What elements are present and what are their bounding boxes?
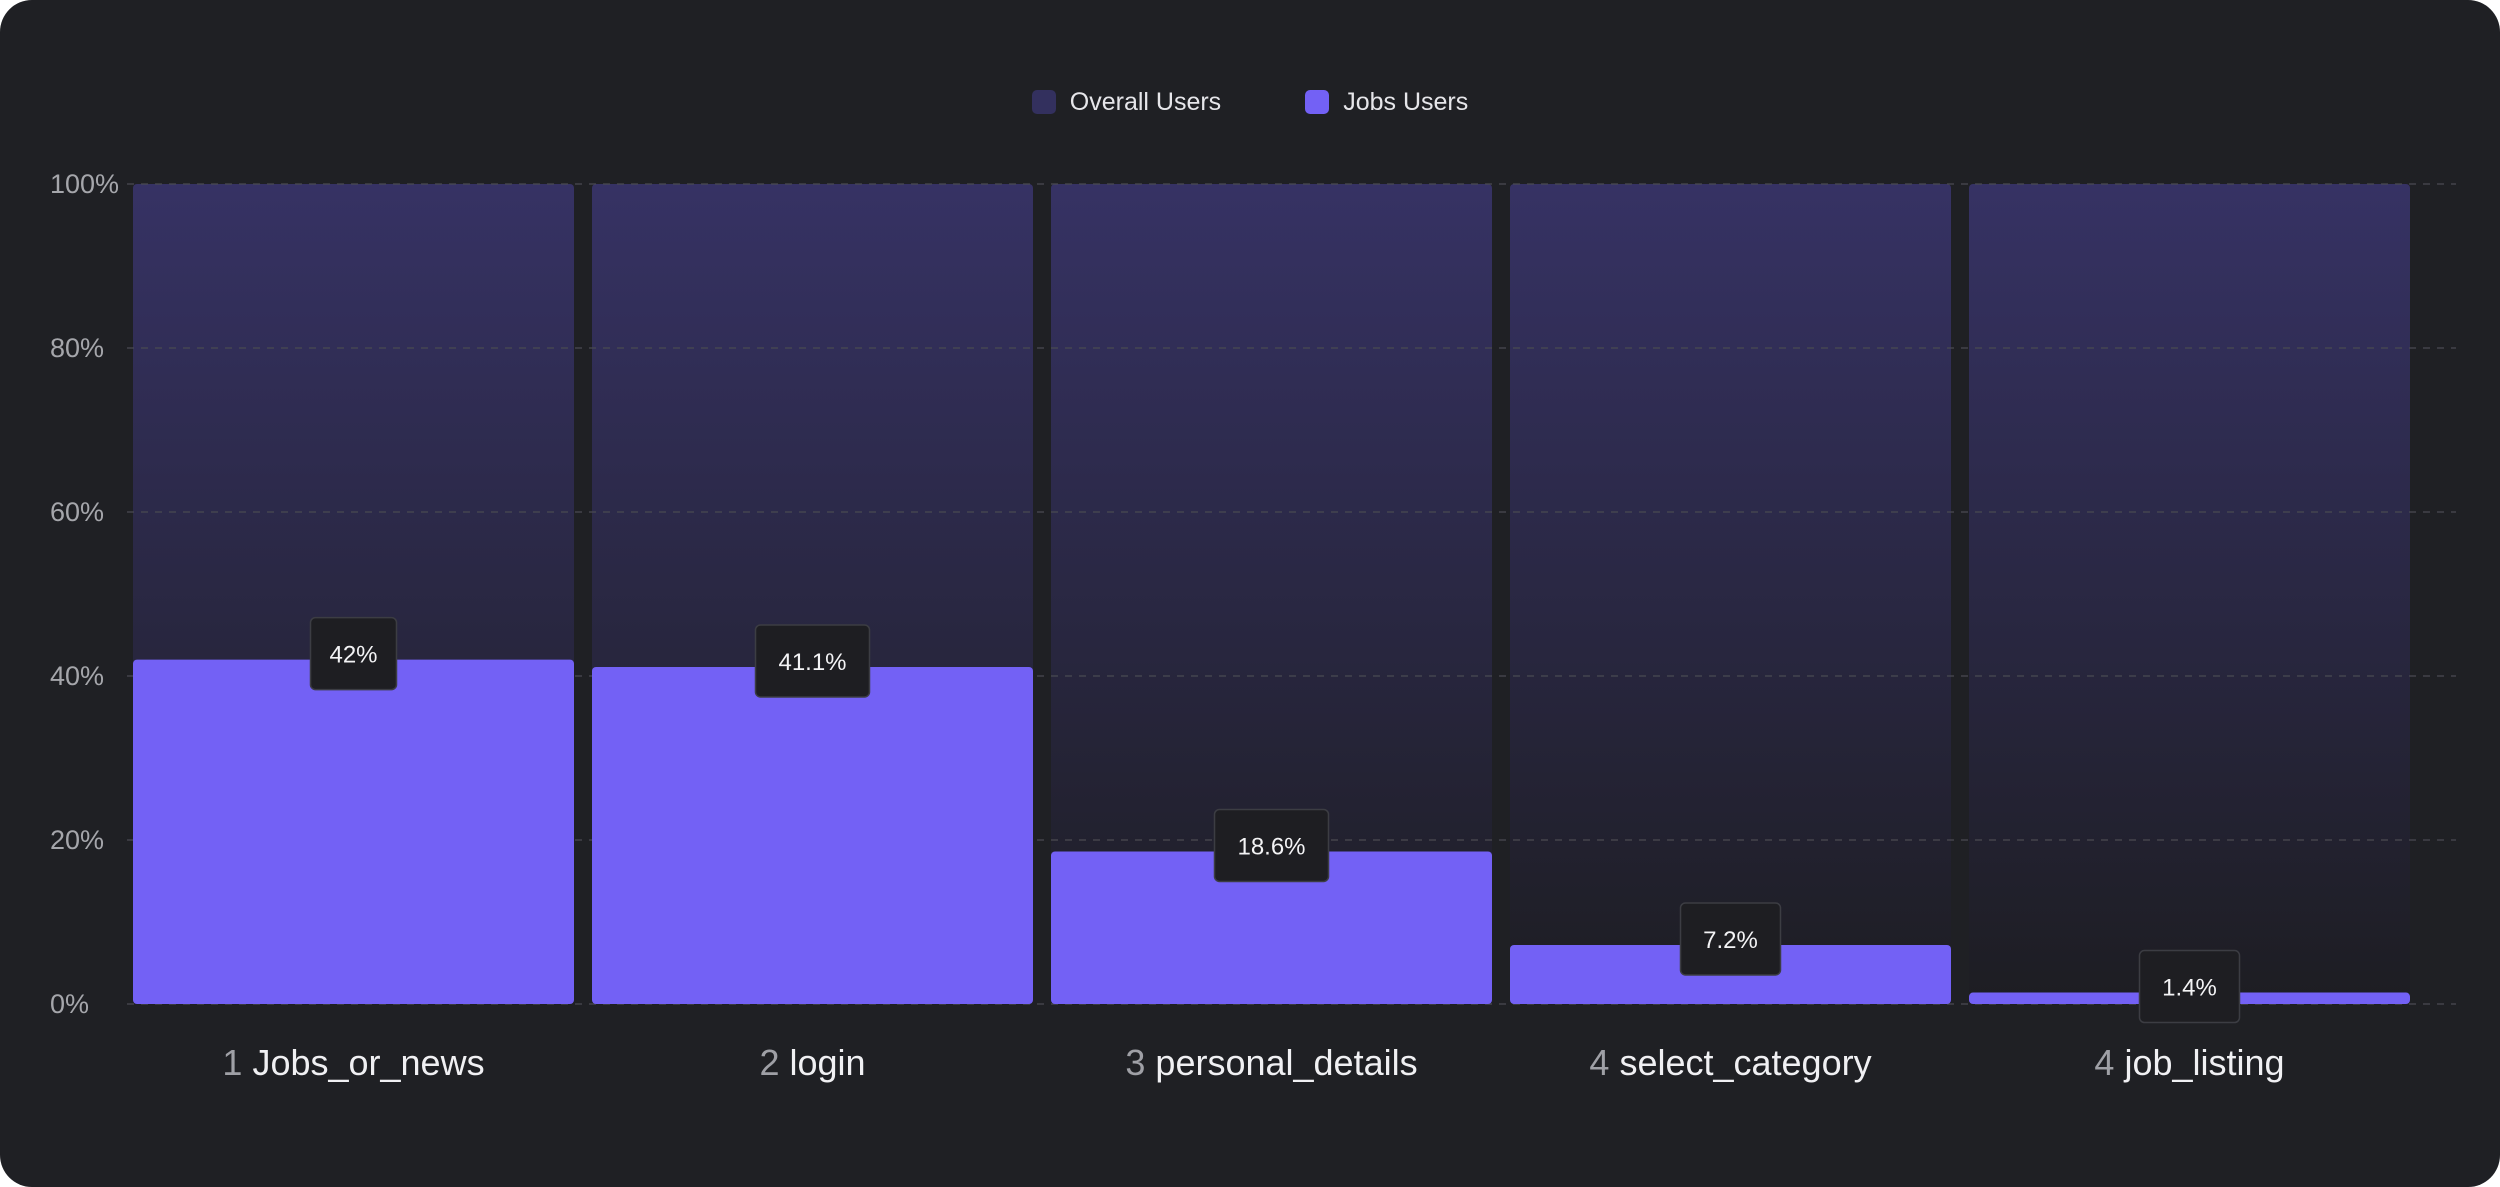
x-category-label: 4 select_category (1589, 1042, 1871, 1083)
x-category-step: 3 (1125, 1042, 1155, 1083)
x-category-label: 4 job_listing (2094, 1042, 2284, 1083)
y-tick-label: 80% (50, 333, 104, 363)
data-label-box (1679, 902, 1782, 976)
legend-swatch-jobs-users (1305, 90, 1330, 114)
x-category-label: 3 personal_details (1125, 1042, 1417, 1083)
x-category-label: 2 login (759, 1042, 865, 1083)
legend-item-jobs-users[interactable]: Jobs Users (1305, 88, 1468, 117)
bar-jobs-users-1[interactable] (133, 659, 574, 1004)
data-label-text: 42% (329, 642, 377, 669)
y-tick-label: 0% (50, 989, 89, 1019)
bar-overall-users-5[interactable] (1969, 184, 2410, 1004)
data-label-box (2138, 949, 2241, 1024)
x-category-step: 4 (2094, 1042, 2124, 1083)
x-category-name: job_listing (2123, 1042, 2284, 1083)
y-tick-label: 20% (50, 825, 104, 855)
data-label-3: 18.6% (1213, 808, 1330, 883)
bar-overall-users-4[interactable] (1510, 184, 1951, 1004)
y-tick-label: 60% (50, 497, 104, 527)
legend-swatch-overall-users (1031, 90, 1056, 114)
x-category-name: select_category (1619, 1042, 1871, 1083)
data-label-box (754, 624, 871, 698)
bar-jobs-users-3[interactable] (1051, 851, 1492, 1004)
x-category-step: 1 (222, 1042, 252, 1083)
data-label-1: 42% (309, 616, 398, 691)
x-category-name: Jobs_or_news (252, 1042, 484, 1083)
x-category-step: 2 (759, 1042, 789, 1083)
y-tick-label: 100% (50, 169, 119, 199)
legend-label-overall-users: Overall Users (1069, 87, 1222, 116)
data-label-4: 7.2% (1679, 902, 1782, 976)
y-tick-label: 40% (50, 661, 104, 691)
data-label-text: 18.6% (1237, 833, 1305, 860)
data-label-2: 41.1% (754, 624, 871, 698)
bar-overall-users-3[interactable] (1051, 184, 1492, 1004)
data-label-text: 7.2% (1703, 927, 1758, 954)
x-category-label: 1 Jobs_or_news (222, 1042, 484, 1083)
chart-legend: Overall Users Jobs Users (0, 84, 2500, 120)
legend-item-overall-users[interactable]: Overall Users (1031, 87, 1222, 117)
data-label-text: 1.4% (2162, 975, 2217, 1002)
data-label-5: 1.4% (2138, 949, 2241, 1024)
legend-label-jobs-users: Jobs Users (1343, 87, 1469, 116)
data-label-box (1213, 808, 1330, 883)
x-category-name: personal_details (1155, 1042, 1417, 1083)
x-category-step: 4 (1589, 1042, 1619, 1083)
x-category-name: login (789, 1042, 865, 1083)
data-label-box (309, 616, 398, 691)
bar-jobs-users-2[interactable] (592, 666, 1033, 1004)
data-label-text: 41.1% (778, 649, 846, 676)
